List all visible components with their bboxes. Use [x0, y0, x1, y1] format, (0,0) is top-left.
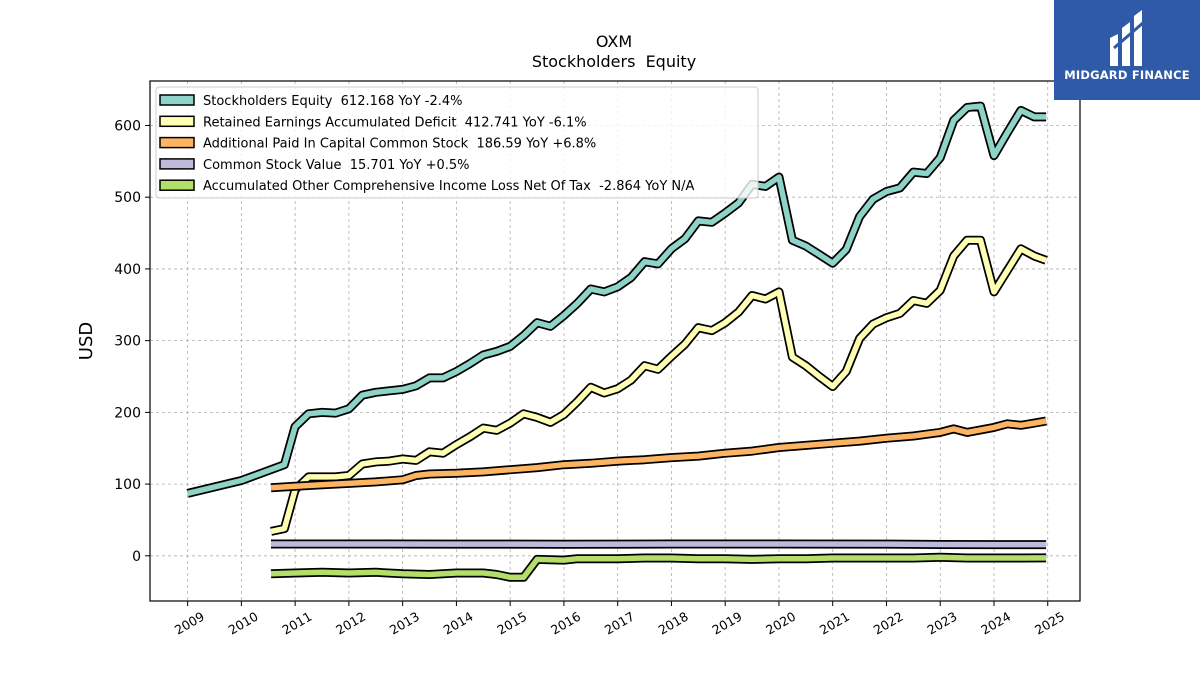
legend-swatch-2 — [159, 115, 195, 128]
x-tick-label: 2024 — [978, 609, 1013, 638]
x-tick-label: 2011 — [279, 609, 314, 638]
x-tick-label: 2012 — [333, 609, 368, 638]
chart-subtitle: Stockholders Equity — [532, 52, 696, 71]
legend-swatch-4 — [159, 158, 195, 170]
y-tick-label: 0 — [132, 549, 141, 565]
x-tick-label: 2018 — [656, 609, 691, 638]
midgard-logo-icon — [1110, 10, 1145, 66]
x-tick-label: 2013 — [387, 609, 422, 638]
legend-box — [155, 86, 759, 199]
series-line-5 — [270, 554, 1047, 581]
y-tick-label: 200 — [114, 405, 141, 421]
legend-swatch-1 — [159, 94, 195, 106]
legend-label-4: Common Stock Value 15.701 YoY +0.5% — [203, 158, 470, 173]
series-line-3 — [270, 418, 1047, 491]
y-tick-label: 600 — [114, 118, 141, 134]
x-tick-label: 2025 — [1032, 609, 1067, 638]
x-tick-label: 2016 — [548, 609, 583, 638]
y-tick-label: 100 — [114, 477, 141, 493]
series-line-2 — [270, 237, 1048, 535]
x-tick-label: 2015 — [494, 609, 529, 638]
legend-label-5: Accumulated Other Comprehensive Income L… — [203, 179, 694, 194]
legend-label-1: Stockholders Equity 612.168 YoY -2.4% — [203, 94, 463, 109]
brand-logo: MIDGARD FINANCE — [1054, 0, 1200, 100]
brand-name: MIDGARD FINANCE — [1064, 68, 1190, 82]
series-outline-2 — [270, 235, 1048, 536]
series-outline-3 — [270, 416, 1047, 493]
x-tick-label: 2010 — [226, 609, 261, 638]
series-line-1 — [186, 103, 1047, 497]
legend-swatch-5 — [159, 179, 195, 191]
plot-series — [186, 101, 1048, 582]
x-tick-label: 2022 — [871, 609, 906, 638]
chart-title: OXM — [596, 32, 632, 51]
y-axis-label: USD — [76, 322, 97, 360]
x-tick-label: 2019 — [709, 609, 744, 638]
y-tick-label: 500 — [114, 190, 141, 206]
series-line-4 — [271, 541, 1047, 548]
y-tick-label: 300 — [114, 334, 141, 350]
x-tick-label: 2017 — [602, 609, 637, 638]
legend-label-3: Additional Paid In Capital Common Stock … — [203, 137, 596, 152]
x-tick-label: 2014 — [441, 609, 476, 638]
legend-label-2: Retained Earnings Accumulated Deficit 41… — [203, 115, 587, 130]
x-tick-label: 2020 — [763, 609, 798, 638]
legend: Stockholders Equity 612.168 YoY -2.4% Ret… — [155, 86, 759, 199]
y-tick-label: 400 — [114, 262, 141, 278]
x-tick-label: 2021 — [817, 609, 852, 638]
x-tick-label: 2009 — [172, 609, 207, 638]
legend-swatch-3 — [159, 136, 195, 149]
x-tick-label: 2023 — [924, 609, 959, 638]
